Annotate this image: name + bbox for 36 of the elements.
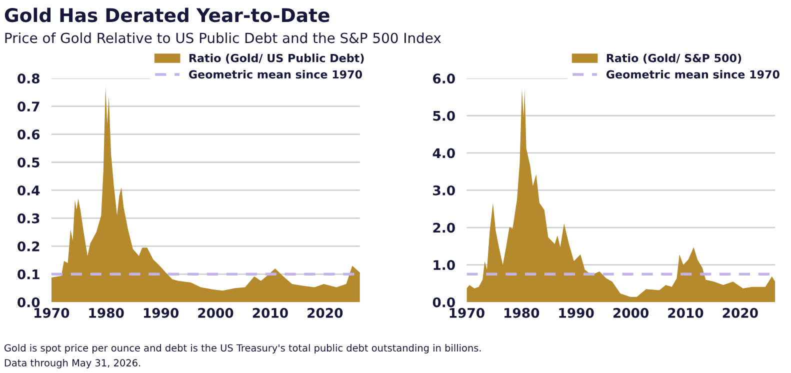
x-tick-label: 1990 [144,308,179,318]
y-tick-label: 0.8 [18,74,40,84]
y-tick-label: 3.0 [433,185,455,196]
x-tick-label: 1970 [34,308,70,318]
y-tick-label: 0.6 [18,130,40,140]
legend-label: Geometric mean since 1970 [606,70,780,79]
x-tick-label: 2000 [613,308,649,318]
y-tick-label: 0.0 [18,297,40,308]
chart-title: Gold Has Derated Year-to-Date [4,8,330,22]
x-tick-label: 1990 [559,308,594,318]
y-tick-label: 2.0 [433,222,455,233]
text: Gold is spot price per ounce and debt is the US Treasury's total public debt outstanding in billions. [4,344,481,354]
x-tick-label: 2020 [722,308,758,318]
legend-label: Ratio (Gold/ US Public Debt) [189,54,364,64]
x-tick-label: 1970 [450,308,484,318]
chart-subtitle: Price of Gold Relative to US Public Debt and the S&P 500 Index [5,32,441,44]
y-tick-label: 0.4 [18,185,40,196]
x-tick-label: 2010 [668,308,704,318]
text: Data through May 31, 2026. [4,358,140,368]
y-tick-label: 1.0 [434,260,455,270]
y-tick-label: 0.5 [18,157,40,168]
x-tick-label: 1980 [89,308,124,318]
x-tick-label: 2020 [308,308,343,318]
y-tick-label: 5.0 [433,110,455,121]
y-tick-label: 0.3 [18,213,40,224]
x-tick-label: 1980 [504,308,540,318]
y-tick-label: 0.1 [18,269,40,280]
x-tick-label: 2000 [198,308,234,318]
y-tick-label: 4.0 [432,148,455,158]
legend-label: Geometric mean since 1970 [189,70,362,79]
y-tick-label: 0.2 [18,241,40,252]
y-tick-label: 0.0 [432,297,455,308]
legend-label: Ratio (Gold/ S&P 500) [606,54,742,64]
y-tick-label: 6.0 [433,74,455,84]
x-tick-label: 2010 [252,308,288,318]
y-tick-label: 0.7 [18,102,40,112]
